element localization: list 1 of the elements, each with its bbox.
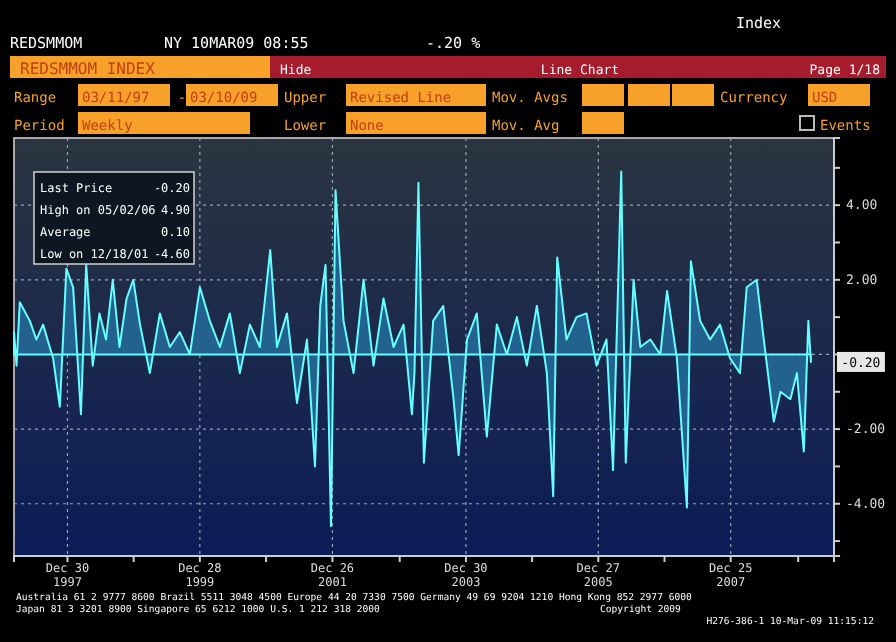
chart-title: REDSMMOM INDEX [20,60,156,78]
